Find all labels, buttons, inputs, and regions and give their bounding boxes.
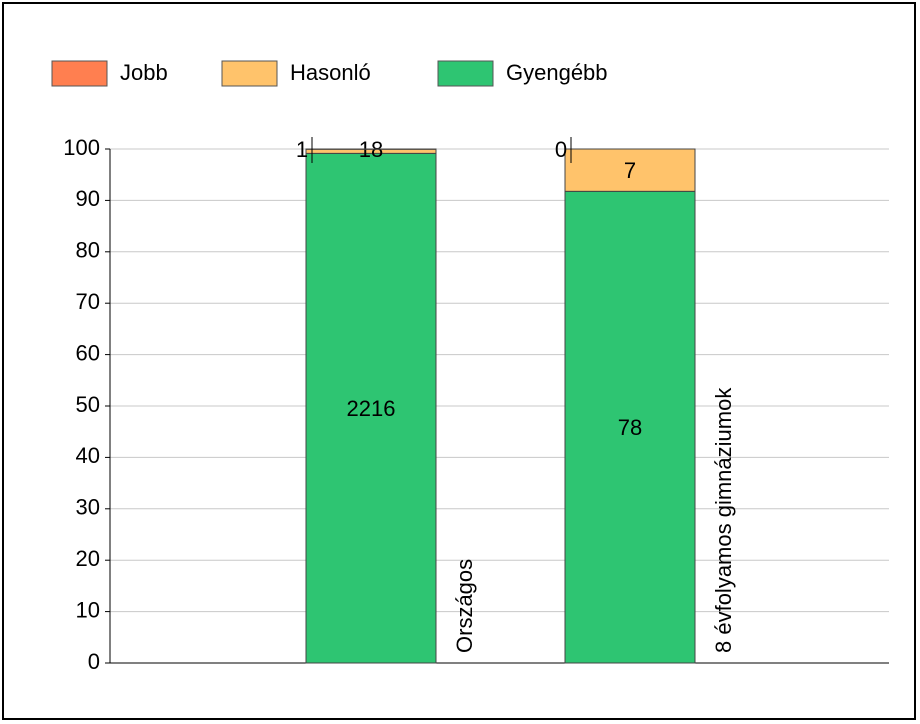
y-tick-label: 50 (76, 392, 100, 417)
value-label: 7 (624, 158, 636, 183)
value-label: 1 (296, 137, 308, 162)
bar-segment (564, 148, 696, 192)
legend-swatch (51, 60, 108, 87)
value-label: 78 (618, 415, 642, 440)
value-label: 2216 (347, 396, 396, 421)
legend-label: Jobb (120, 60, 168, 85)
y-tick-label: 40 (76, 443, 100, 468)
y-tick-label: 30 (76, 495, 100, 520)
legend-swatch (221, 60, 278, 87)
legend-swatch (437, 60, 494, 87)
x-tick-label: Országos (452, 559, 477, 653)
y-tick-label: 10 (76, 597, 100, 622)
y-tick-label: 80 (76, 238, 100, 263)
x-tick-label: 8 évfolyamos gimnáziumok (711, 387, 736, 653)
bar-segment (305, 152, 437, 664)
y-tick-label: 100 (63, 135, 100, 160)
y-tick-label: 60 (76, 340, 100, 365)
y-tick-label: 90 (76, 186, 100, 211)
value-label: 0 (555, 137, 567, 162)
y-tick-label: 70 (76, 289, 100, 314)
bar-segment (564, 190, 696, 664)
y-tick-label: 0 (88, 649, 100, 674)
y-tick-label: 20 (76, 546, 100, 571)
legend-label: Gyengébb (506, 60, 608, 85)
legend-label: Hasonló (290, 60, 371, 85)
